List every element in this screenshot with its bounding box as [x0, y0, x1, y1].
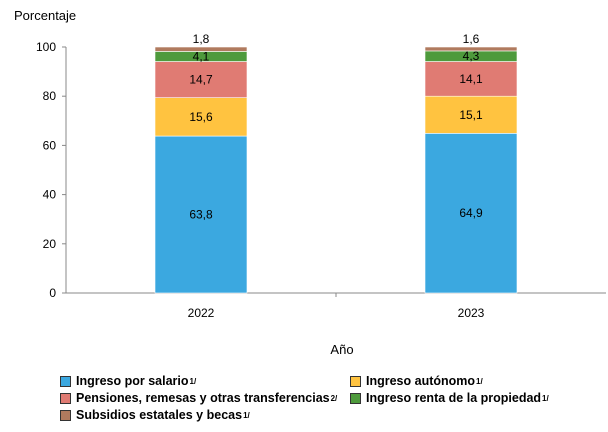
y-tick-label: 40	[43, 188, 57, 202]
legend-swatch	[350, 375, 361, 387]
legend-label: Ingreso autónomo	[366, 374, 476, 388]
x-tick-label: 2023	[458, 306, 485, 320]
data-label: 15,6	[189, 110, 213, 124]
bar-segment	[424, 46, 518, 52]
legend-note: 1/	[189, 376, 197, 386]
y-tick-label: 0	[49, 286, 56, 300]
legend-label: Pensiones, remesas y otras transferencia…	[76, 391, 330, 405]
y-axis-title: Porcentaje	[14, 8, 76, 23]
data-label: 1,6	[463, 32, 480, 46]
bar-segment	[154, 46, 248, 52]
y-tick-label: 100	[36, 40, 56, 54]
bar-segment	[154, 97, 248, 137]
x-tick-label: 2022	[188, 306, 215, 320]
bar-segment	[154, 135, 248, 294]
bar-segment	[424, 133, 518, 294]
axes: 0 20 40 60 80 100 2022 2023	[36, 40, 606, 320]
x-axis-title: Año	[330, 342, 353, 357]
legend-note: 1/	[243, 410, 250, 420]
legend-item-ingreso-autonomo: Ingreso autónomo 1/	[350, 374, 483, 388]
legend-swatch	[350, 392, 361, 404]
legend-note: 1/	[476, 376, 483, 386]
y-tick-label: 80	[43, 89, 57, 103]
y-tick-label: 20	[43, 237, 57, 251]
legend-item-pensiones: Pensiones, remesas y otras transferencia…	[60, 391, 337, 405]
legend-item-renta-propiedad: Ingreso renta de la propiedad 1/	[350, 391, 549, 405]
bars: 63,8 15,6 14,7 4,1 1,8 64,9 15,1 14,1 4,3 1,6	[154, 32, 518, 294]
data-label: 4,3	[463, 49, 480, 63]
legend-label: Ingreso por salario	[76, 374, 189, 388]
data-label: 14,7	[189, 73, 213, 87]
data-label: 4,1	[193, 49, 210, 63]
legend-swatch	[60, 409, 71, 421]
bar-segment	[154, 61, 248, 98]
y-tick-label: 60	[43, 138, 57, 152]
data-label: 15,1	[459, 108, 483, 122]
data-label: 64,9	[459, 206, 483, 220]
legend-note: 1/	[542, 393, 549, 403]
legend-label: Ingreso renta de la propiedad	[366, 391, 542, 405]
legend-label: Subsidios estatales y becas	[76, 408, 243, 422]
legend-item-subsidios: Subsidios estatales y becas 1/	[60, 408, 250, 422]
legend-swatch	[60, 375, 71, 387]
legend-item-ingreso-por-salario: Ingreso por salario 1/	[60, 374, 196, 388]
legend-note: 2/	[330, 393, 338, 403]
legend-swatch	[60, 392, 71, 404]
data-label: 63,8	[189, 208, 213, 222]
data-label: 14,1	[459, 72, 483, 86]
stacked-bar-chart: Porcentaje Año 0 20 40 60 80 100 2022 2023 63,8…	[14, 8, 606, 357]
data-label: 1,8	[193, 32, 210, 46]
